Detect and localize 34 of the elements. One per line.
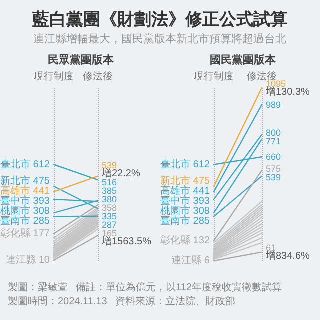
text: 臺南市 285 xyxy=(160,216,210,228)
text: 臺北市 612 xyxy=(160,159,210,170)
annotation: 增834.6% xyxy=(265,250,310,262)
x-tick-label: 修法後 xyxy=(247,70,277,82)
x-tick-label: 現行制度 xyxy=(194,70,234,82)
data-label: 660 xyxy=(266,152,282,162)
text: 臺南市 285 xyxy=(0,216,50,228)
text: 連江縣 6 xyxy=(172,256,210,267)
data-label: 800 xyxy=(266,128,282,138)
data-label: 380 xyxy=(102,194,118,204)
text: 連江縣增幅最大，國民黨版本新北市預算將超過台北 xyxy=(34,32,286,46)
text: 彰化縣 132 xyxy=(160,236,210,247)
data-label: 358 xyxy=(102,202,118,213)
data-label: 575 xyxy=(266,164,282,174)
data-label: 335 xyxy=(102,211,118,222)
chart-title: 國民黨團版本 xyxy=(210,54,277,66)
chart-title: 民眾黨團版本 xyxy=(48,54,115,66)
x-tick-label: 修法後 xyxy=(83,70,113,82)
x-tick-label: 現行制度 xyxy=(34,70,74,82)
data-label: 385 xyxy=(102,186,118,196)
annotation: 增130.3% xyxy=(265,86,310,98)
text: 製圖：梁敏萱 xyxy=(8,282,68,294)
source-note: 資料來源：立法院、財政部 xyxy=(115,296,236,308)
data-label: 287 xyxy=(102,220,118,230)
text: 彰化縣 177 xyxy=(0,228,50,240)
data-label: 771 xyxy=(266,136,282,146)
text: 連江縣 10 xyxy=(6,254,50,266)
data-label: 989 xyxy=(266,100,282,110)
text: 備註：單位為億元，以112年度稅收實徵數試算 xyxy=(76,282,282,294)
text: 製圖時間：2024.11.13 xyxy=(8,296,108,308)
text: 藍白黨團《財劃法》修正公式試算 xyxy=(32,10,288,29)
data-label: 539 xyxy=(266,172,282,183)
text: 臺北市 612 xyxy=(0,159,50,170)
data-label: 516 xyxy=(102,177,118,188)
